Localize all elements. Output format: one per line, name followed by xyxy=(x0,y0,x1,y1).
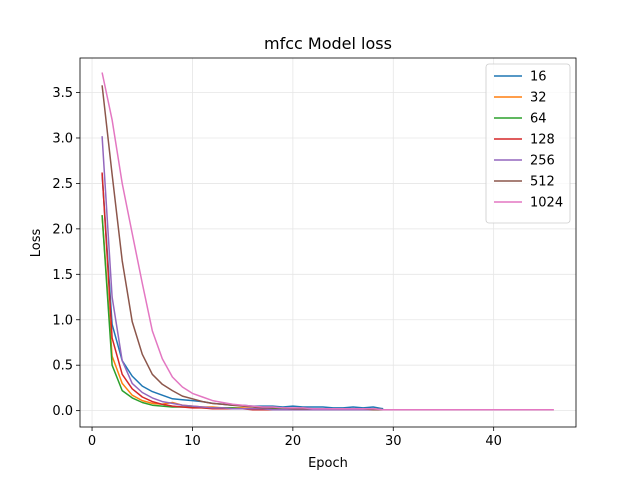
legend-label-1024: 1024 xyxy=(530,196,563,211)
x-tick-label: 20 xyxy=(285,434,302,449)
legend-label-32: 32 xyxy=(530,91,547,106)
x-axis-label: Epoch xyxy=(308,456,348,471)
chart-title: mfcc Model loss xyxy=(264,34,392,53)
legend-label-512: 512 xyxy=(530,175,555,190)
series-lines xyxy=(101,72,554,411)
y-axis-ticks: 0.0 0.5 1.0 1.5 2.0 2.5 3.0 3.5 xyxy=(52,86,80,419)
y-tick-label: 1.0 xyxy=(52,313,73,328)
x-tick-label: 0 xyxy=(88,434,96,449)
y-tick-label: 0.5 xyxy=(52,359,73,374)
legend-label-128: 128 xyxy=(530,133,555,148)
legend-label-64: 64 xyxy=(530,112,547,127)
legend: 16 32 64 128 256 512 1024 xyxy=(485,63,571,224)
plot-area-frame xyxy=(79,57,577,428)
y-tick-label: 3.5 xyxy=(52,86,73,101)
x-tick-label: 40 xyxy=(485,434,502,449)
x-tick-label: 30 xyxy=(385,434,402,449)
legend-label-256: 256 xyxy=(530,154,555,169)
series-line-256 xyxy=(101,136,394,411)
y-tick-label: 2.5 xyxy=(52,177,73,192)
y-tick-label: 3.0 xyxy=(52,131,73,146)
legend-label-16: 16 xyxy=(530,70,547,85)
y-tick-label: 2.0 xyxy=(52,222,73,237)
series-line-1024 xyxy=(101,72,554,411)
y-tick-label: 0.0 xyxy=(52,404,73,419)
y-axis-label: Loss xyxy=(29,229,44,258)
x-tick-label: 10 xyxy=(184,434,201,449)
legend-box xyxy=(485,63,571,224)
x-axis-ticks: 0 10 20 30 40 xyxy=(88,427,502,449)
y-tick-label: 1.5 xyxy=(52,268,73,283)
